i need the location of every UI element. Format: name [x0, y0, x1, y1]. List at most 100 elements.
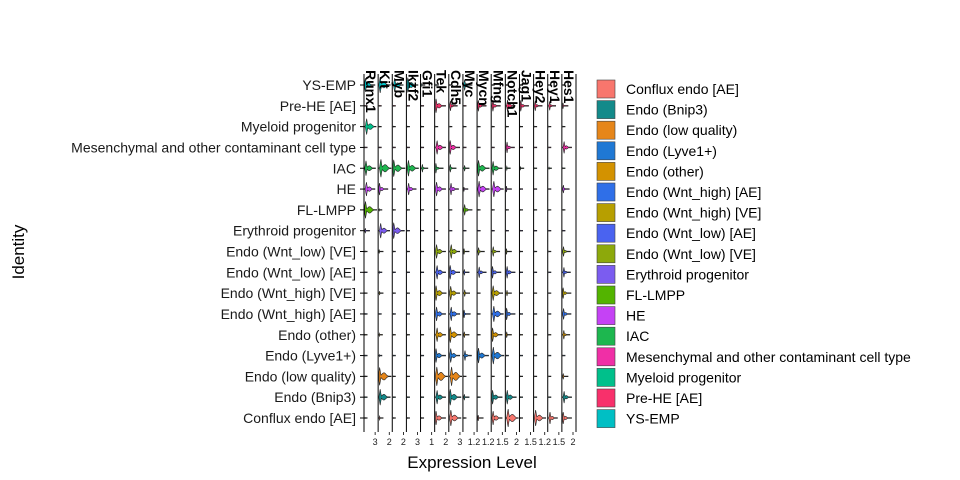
violin-myb-row-13 [392, 354, 396, 357]
violin-hey1-row-11 [548, 312, 552, 315]
violin-runx1-row-3 [364, 146, 368, 149]
violin-hey2-row-8 [534, 250, 538, 253]
violin-gfi1-row-16 [421, 417, 425, 419]
violin-runx1-row-10 [364, 292, 368, 295]
violin-myc-row-3 [463, 146, 467, 149]
violin-myc-row-1 [463, 104, 467, 107]
violin-tek-row-10 [435, 285, 447, 301]
violin-myc-row-10 [463, 289, 470, 297]
violin-myb-row-15 [392, 396, 396, 399]
violin-notch1-row-10 [505, 290, 512, 297]
gene-label-cdh5: Cdh5 [448, 70, 464, 105]
violin-kit-row-10 [378, 291, 384, 296]
violin-gfi1-row-14 [421, 375, 425, 378]
violin-cdh5-row-7 [449, 229, 453, 232]
legend-swatch [596, 100, 616, 119]
violin-hes1-row-5 [562, 185, 570, 194]
violin-jag1-row-1 [519, 100, 529, 112]
violin-mfng-row-3 [491, 146, 495, 149]
violin-cdh5-row-13 [449, 348, 461, 363]
violin-jag1-row-7 [519, 229, 523, 232]
violin-kit-row-13 [378, 353, 383, 358]
legend-label: Pre-HE [AE] [626, 390, 702, 406]
identity-label: Endo (Wnt_high) [AE] [221, 306, 356, 322]
violin-hey1-row-4 [548, 166, 552, 171]
violin-runx1-row-9 [364, 271, 368, 274]
violin-tek-row-7 [435, 229, 439, 232]
identity-label: HE [337, 181, 356, 197]
violin-mycn-row-8 [477, 247, 485, 256]
violin-tek-row-16 [435, 410, 446, 426]
violin-hey2-row-4 [534, 167, 538, 170]
violin-runx1-row-4 [364, 160, 376, 176]
gene-label-mfng: Mfng [490, 70, 506, 103]
identity-label: Endo (Wnt_low) [VE] [226, 244, 356, 260]
legend-swatch [596, 120, 616, 140]
legend: Conflux endo [AE] Endo (Bnip3) Endo (low q… [596, 79, 911, 428]
gene-label-hey2: Hey2 [533, 70, 549, 104]
violin-gfi1-row-7 [421, 229, 425, 232]
violin-gfi1-row-13 [421, 354, 425, 357]
violin-myb-row-9 [392, 271, 396, 274]
violin-hes1-row-15 [562, 391, 572, 404]
violin-tek-row-6 [435, 208, 439, 211]
violin-tek-row-2 [435, 125, 439, 128]
violin-jag1-row-10 [519, 292, 523, 295]
violin-mfng-row-4 [491, 161, 503, 176]
x-tick-label: 2 [401, 437, 406, 447]
violin-myb-row-2 [392, 125, 396, 128]
plot-panel [363, 74, 577, 432]
identity-label: Pre-HE [AE] [280, 98, 356, 114]
violin-myb-row-0 [392, 77, 404, 93]
identity-label: Endo (Lyve1+) [265, 348, 356, 364]
identity-label: Endo (Wnt_low) [AE] [226, 264, 356, 280]
x-tick-label: 2 [443, 437, 448, 447]
violin-notch1-row-8 [505, 248, 512, 255]
violin-mycn-row-12 [477, 333, 481, 336]
violin-hey1-row-12 [548, 333, 552, 336]
violin-cdh5-row-12 [449, 326, 462, 343]
violin-mfng-row-14 [491, 375, 495, 378]
violin-myc-row-6 [463, 204, 473, 216]
violin-jag1-row-0 [519, 84, 523, 86]
violin-ikzf2-row-0 [406, 77, 419, 93]
violin-notch1-row-3 [505, 141, 515, 153]
violin-ikzf2-row-15 [406, 396, 410, 399]
violin-mfng-row-5 [491, 181, 504, 198]
legend-label: Endo (Wnt_low) [AE] [626, 225, 756, 241]
legend-swatch [596, 285, 616, 305]
violin-jag1-row-16 [519, 417, 523, 419]
x-axis-ticks: 3 2 2 3 1 2 3 1.2 1.2 1.5 2 1.5 1.2 1.5 2 [373, 432, 576, 447]
x-tick-label: 3 [373, 437, 378, 447]
violin-cdh5-row-2 [449, 125, 453, 128]
violin-cdh5-row-14 [449, 366, 463, 386]
violin-mfng-row-16 [491, 410, 503, 426]
violin-gfi1-row-11 [421, 312, 425, 315]
violin-ikzf2-row-11 [406, 312, 410, 315]
violin-cdh5-row-6 [449, 208, 453, 211]
legend-swatch [596, 368, 616, 387]
violin-jag1-row-11 [519, 312, 523, 315]
violin-hey2-row-15 [534, 396, 538, 399]
identity-axis-labels: YS-EMP Pre-HE [AE] Myeloid progenitor Mesen… [71, 77, 364, 426]
violin-hes1-row-4 [562, 167, 566, 170]
violin-hey1-row-15 [548, 396, 552, 399]
legend-label: HE [626, 308, 645, 324]
violin-myc-row-8 [463, 248, 470, 255]
violin-hes1-row-12 [562, 330, 571, 340]
violin-mfng-row-7 [491, 229, 495, 232]
violin-ikzf2-row-8 [406, 250, 410, 253]
violin-gfi1-row-1 [421, 104, 425, 107]
violin-runx1-row-5 [364, 182, 376, 197]
violin-kit-row-4 [378, 159, 392, 178]
violin-kit-row-12 [378, 332, 383, 338]
identity-label: Endo (Wnt_high) [VE] [221, 285, 356, 301]
legend-swatch [596, 326, 616, 346]
violin-hey2-row-1 [534, 100, 543, 111]
violin-ikzf2-row-9 [406, 271, 410, 274]
legend-label: Endo (other) [626, 163, 704, 179]
y-axis-title: Identity [9, 224, 28, 279]
violin-mfng-row-13 [491, 347, 505, 365]
violin-myc-row-4 [463, 165, 470, 172]
violin-mfng-row-9 [491, 266, 502, 279]
